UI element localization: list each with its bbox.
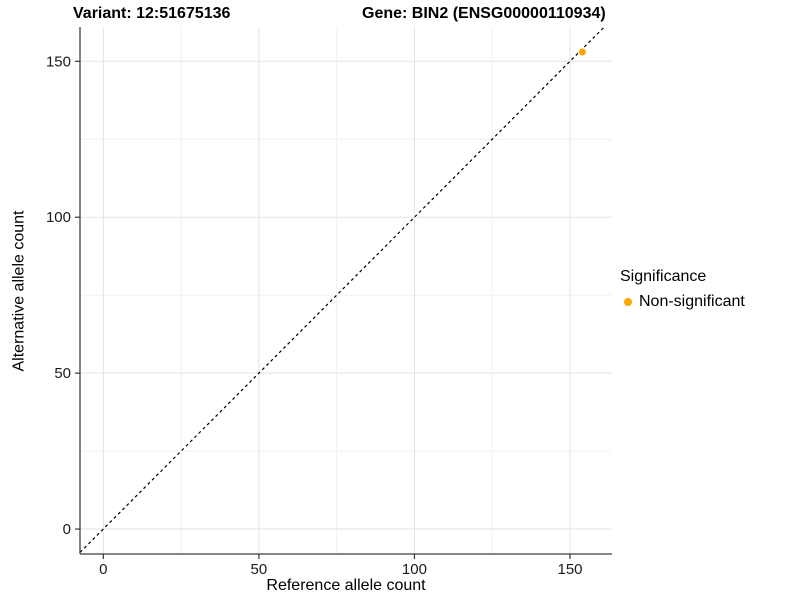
x-tick-label: 100 xyxy=(402,561,427,578)
identity-dashed-line xyxy=(80,27,606,553)
legend: Significance Non-significant xyxy=(620,268,745,311)
variant-title: Variant: 12:51675136 xyxy=(73,5,231,22)
data-point xyxy=(578,48,586,56)
x-axis-title: Reference allele count xyxy=(266,577,426,594)
x-tick-label: 150 xyxy=(557,561,582,578)
legend-title: Significance xyxy=(620,268,707,285)
legend-item-non-significant: Non-significant xyxy=(620,293,745,311)
y-tick-label: 150 xyxy=(46,53,71,70)
y-tick-label: 100 xyxy=(46,209,71,226)
y-tick-label: 50 xyxy=(54,365,71,382)
y-axis-title-wrap: Alternative allele count xyxy=(2,27,36,554)
legend-item-label: Non-significant xyxy=(639,293,745,310)
y-axis-title: Alternative allele count xyxy=(10,210,28,371)
x-tick-label: 50 xyxy=(251,561,268,578)
y-tick-label: 0 xyxy=(63,521,71,538)
legend-dot-icon xyxy=(624,298,632,306)
gene-title: Gene: BIN2 (ENSG00000110934) xyxy=(362,5,606,22)
x-tick-label: 0 xyxy=(99,561,107,578)
